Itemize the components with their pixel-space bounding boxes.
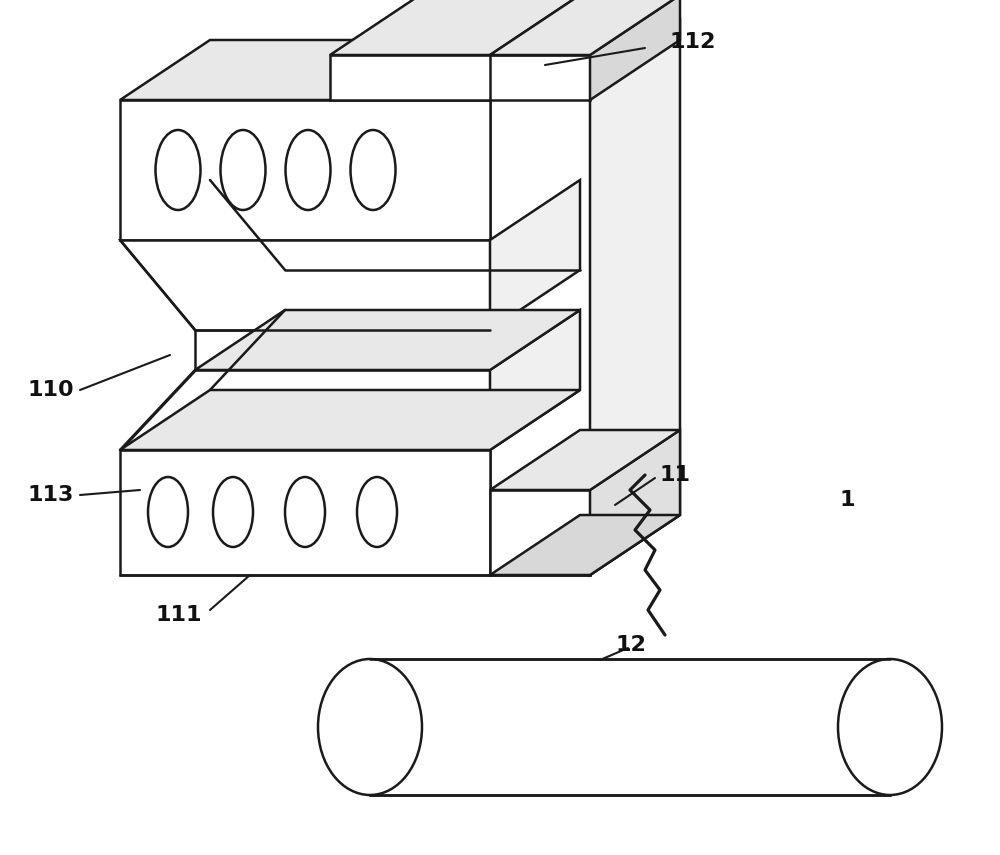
Polygon shape	[590, 430, 680, 575]
Polygon shape	[370, 659, 890, 795]
Polygon shape	[590, 20, 680, 575]
Polygon shape	[490, 180, 580, 330]
Polygon shape	[490, 490, 590, 575]
Text: 111: 111	[155, 605, 202, 625]
Polygon shape	[120, 450, 490, 575]
Text: 11: 11	[660, 465, 691, 485]
Polygon shape	[490, 515, 680, 575]
Polygon shape	[120, 100, 490, 240]
Polygon shape	[330, 0, 680, 55]
Text: 1: 1	[840, 490, 856, 510]
Polygon shape	[120, 40, 580, 100]
Polygon shape	[490, 0, 680, 55]
Ellipse shape	[318, 659, 422, 795]
Text: 12: 12	[615, 635, 646, 655]
Polygon shape	[120, 370, 490, 450]
Polygon shape	[120, 390, 580, 450]
Polygon shape	[490, 310, 580, 450]
Text: 113: 113	[28, 485, 74, 505]
Text: 112: 112	[670, 32, 716, 52]
Polygon shape	[590, 0, 680, 100]
Polygon shape	[330, 55, 590, 100]
Polygon shape	[490, 430, 680, 490]
Polygon shape	[490, 80, 590, 575]
Polygon shape	[195, 310, 580, 370]
Polygon shape	[490, 20, 680, 80]
Text: 110: 110	[28, 380, 75, 400]
Ellipse shape	[838, 659, 942, 795]
Polygon shape	[120, 240, 490, 330]
